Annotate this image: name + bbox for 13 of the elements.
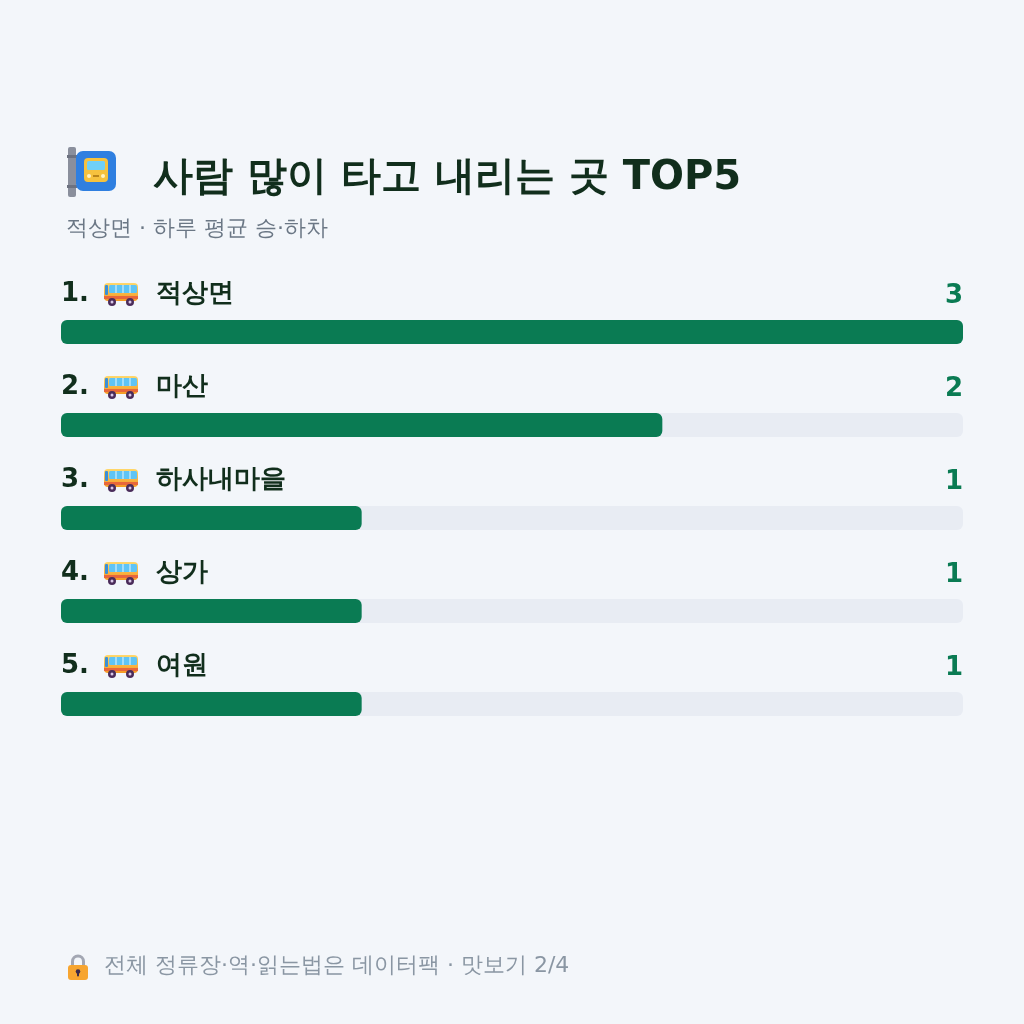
category-label: 2. 마산 <box>61 370 208 400</box>
chart-subtitle: 적상면 · 하루 평균 승·하차 <box>66 214 328 240</box>
data-label: 1 <box>944 465 963 495</box>
text: 전체 정류장·역·읽는법은 데이터팩 · 맛보기 2/4 <box>104 951 570 977</box>
category-label: 1. 적상면 <box>61 277 234 307</box>
data-label: 1 <box>944 558 963 588</box>
category-label: 4. 상가 <box>61 556 208 586</box>
data-label: 1 <box>944 651 963 681</box>
category-label: 3. 하사내마을 <box>61 463 286 493</box>
data-label: 2 <box>944 372 963 402</box>
category-label: 5. 여원 <box>61 649 208 679</box>
chart-title: 사람 많이 타고 내리는 곳 TOP5 <box>153 152 742 198</box>
data-label: 3 <box>944 279 963 309</box>
